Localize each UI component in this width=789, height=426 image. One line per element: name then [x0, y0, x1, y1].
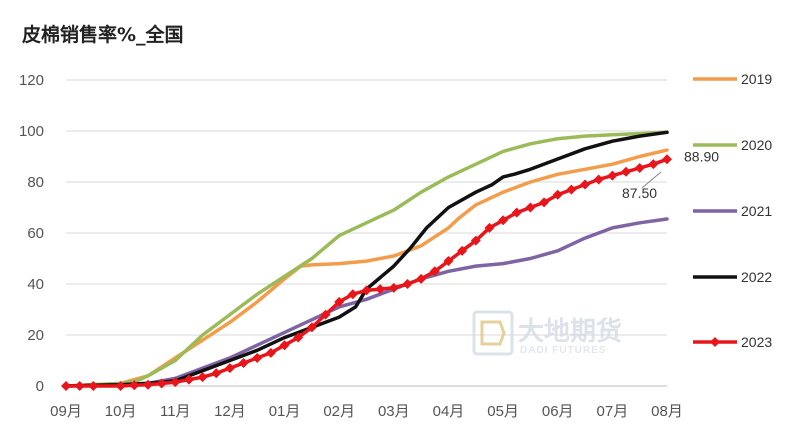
data-point-2023 [293, 332, 304, 343]
legend-label: 2023 [741, 334, 772, 350]
data-point-2023 [224, 363, 235, 374]
data-point-2023 [170, 377, 181, 388]
x-tick-label: 02月 [323, 403, 355, 420]
data-point-2023 [88, 381, 99, 391]
data-point-2023 [607, 170, 618, 181]
data-point-2023 [61, 381, 71, 391]
data-point-2023 [525, 202, 536, 213]
series-line-2021 [64, 217, 669, 388]
data-point-2023 [156, 378, 167, 389]
watermark-brand-cn: 大地期货 [518, 316, 622, 347]
x-tick-label: 07月 [597, 403, 629, 420]
series-line-2022 [64, 130, 669, 388]
data-point-2023 [566, 184, 577, 195]
data-point-2023 [539, 197, 550, 208]
data-point-2023 [470, 235, 481, 246]
series-line-2020 [64, 130, 669, 388]
y-tick-label: 60 [27, 225, 44, 242]
legend-label: 2022 [741, 269, 772, 285]
y-tick-label: 80 [27, 174, 44, 191]
data-point-2023 [648, 159, 659, 170]
x-tick-label: 08月 [651, 403, 683, 420]
y-tick-label: 100 [19, 123, 44, 140]
x-tick-label: 10月 [105, 403, 137, 420]
legend-label: 2020 [741, 137, 772, 153]
data-point-2023 [347, 289, 358, 300]
data-point-2023 [580, 179, 591, 190]
data-point-2023 [484, 222, 495, 233]
data-point-2023 [306, 322, 317, 333]
data-point-2023 [238, 358, 249, 369]
x-tick-label: 01月 [269, 403, 301, 420]
chart-title: 皮棉销售率%_全国 [22, 24, 184, 46]
x-tick-label: 09月 [50, 403, 82, 420]
data-point-2023 [211, 368, 222, 379]
x-tick-label: 05月 [487, 403, 519, 420]
series-lines [61, 130, 672, 391]
data-point-2023 [416, 273, 427, 284]
annotations: 88.90 87.50 [622, 148, 719, 201]
x-tick-label: 11月 [160, 403, 191, 420]
series-line-2019 [64, 148, 669, 388]
data-point-2023 [183, 374, 194, 385]
data-point-2023 [429, 266, 440, 277]
data-point-2023 [402, 279, 413, 289]
gridlines [66, 79, 667, 387]
data-point-2023 [197, 372, 208, 383]
annotation-label: 87.50 [622, 185, 657, 201]
watermark-brand-en: DADI FUTURES [520, 345, 606, 356]
data-point-2023 [498, 215, 509, 226]
legend: 2019 2020 2021 2022 2023 [693, 71, 772, 350]
annotation-label: 88.90 [684, 148, 719, 164]
annotation-leader-line [641, 171, 662, 189]
data-point-2023 [621, 166, 632, 177]
data-point-2023 [375, 284, 386, 295]
legend-marker-2023 [710, 337, 720, 347]
data-point-2023 [74, 381, 85, 391]
x-tick-label: 12月 [214, 403, 246, 420]
watermark-logo: 大地期货 DADI FUTURES [472, 310, 622, 356]
data-point-2023 [593, 174, 604, 185]
data-point-2023 [361, 285, 372, 296]
data-point-2023 [129, 380, 140, 391]
data-point-2023 [443, 256, 454, 267]
legend-label: 2021 [741, 203, 772, 219]
data-point-2023 [334, 296, 345, 307]
y-tick-label: 40 [27, 276, 44, 293]
y-tick-label: 120 [19, 72, 44, 89]
data-point-2023 [142, 379, 153, 390]
data-point-2023 [279, 340, 290, 351]
data-point-2023 [115, 381, 126, 391]
x-tick-label: 03月 [378, 403, 410, 420]
x-tick-label: 04月 [433, 403, 465, 420]
data-point-2023 [662, 154, 672, 165]
data-point-2023 [265, 347, 276, 358]
data-point-2023 [252, 352, 263, 363]
data-point-2023 [634, 162, 645, 173]
y-axis-ticks: 0 20 40 60 80 100 120 [19, 72, 44, 395]
x-tick-label: 06月 [542, 403, 574, 420]
y-tick-label: 0 [36, 378, 44, 395]
data-point-2023 [388, 282, 399, 293]
y-tick-label: 20 [27, 327, 44, 344]
legend-label: 2019 [741, 71, 772, 87]
data-point-2023 [552, 189, 563, 200]
data-point-2023 [320, 309, 331, 320]
data-point-2023 [457, 245, 468, 256]
data-point-2023 [511, 207, 522, 218]
x-axis-ticks: 09月 10月 11月 12月 01月 02月 03月 04月 05月 06月 07月 08月 [50, 403, 683, 420]
